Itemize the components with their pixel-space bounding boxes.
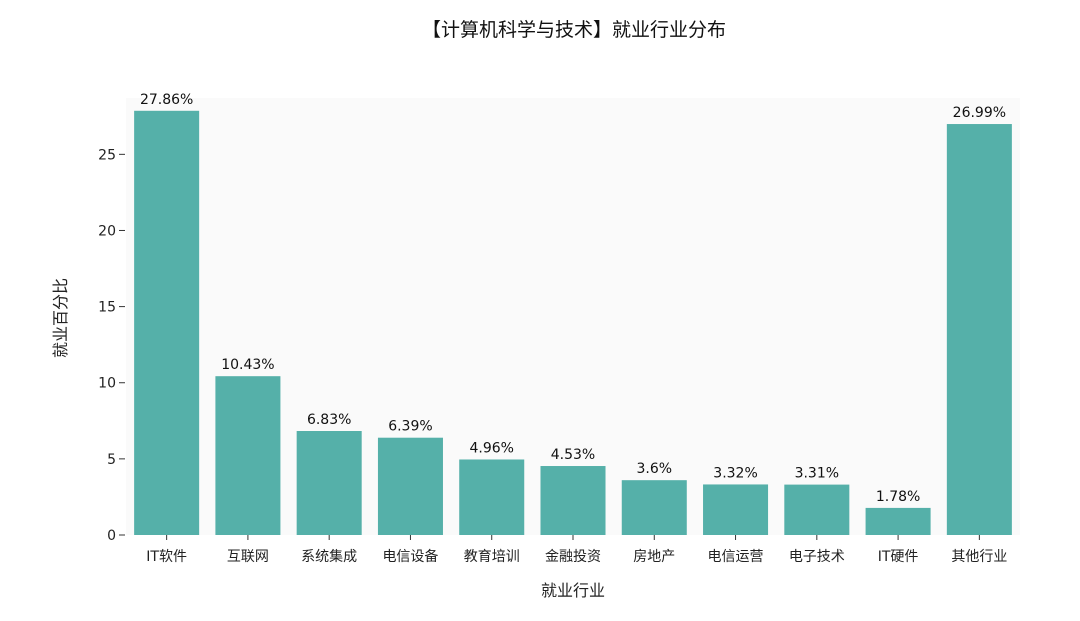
value-label-3: 6.39% <box>388 419 432 435</box>
x-tick-label-4: 教育培训 <box>464 549 520 565</box>
bars-group <box>134 110 1012 535</box>
bar-2 <box>296 431 362 535</box>
bar-9 <box>865 507 931 535</box>
bar-1 <box>215 376 281 535</box>
x-tick-label-5: 金融投资 <box>545 549 601 565</box>
bar-4 <box>459 459 525 535</box>
value-label-9: 1.78% <box>876 489 920 505</box>
x-tick-label-8: 电子技术 <box>789 549 845 565</box>
bar-6 <box>621 480 687 535</box>
x-axis: IT软件 互联网 系统集成 电信设备 教育培训 金融投资 房地产 电信运营 电子技术 IT硬件 其他… <box>146 535 1007 565</box>
y-tick-label-3: 15 <box>98 300 116 316</box>
bar-3 <box>377 437 443 535</box>
y-tick-label-4: 20 <box>98 223 116 239</box>
y-tick-label-0: 0 <box>107 528 116 544</box>
x-tick-label-6: 房地产 <box>633 549 675 565</box>
x-tick-label-1: 互联网 <box>227 549 269 565</box>
value-label-1: 10.43% <box>221 357 274 373</box>
value-label-10: 26.99% <box>953 105 1006 121</box>
y-axis: 0 5 10 15 20 25 <box>98 147 125 544</box>
y-tick-label-2: 10 <box>98 376 116 392</box>
x-tick-label-10: 其他行业 <box>951 549 1007 565</box>
x-tick-label-7: 电信运营 <box>708 549 764 565</box>
bar-7 <box>703 484 769 535</box>
bar-5 <box>540 466 606 535</box>
value-label-2: 6.83% <box>307 412 351 428</box>
value-label-4: 4.96% <box>469 440 513 456</box>
bar-8 <box>784 484 850 535</box>
chart-title: 【计算机科学与技术】就业行业分布 <box>422 19 726 41</box>
x-tick-label-2: 系统集成 <box>301 548 357 565</box>
x-tick-label-0: IT软件 <box>146 549 187 565</box>
value-labels-group: 27.86% 10.43% 6.83% 6.39% 4.96% 4.53% 3.6% 3.32… <box>140 92 1006 505</box>
value-label-6: 3.6% <box>636 461 672 477</box>
y-axis-title: 就业百分比 <box>51 278 70 358</box>
value-label-7: 3.32% <box>713 465 757 481</box>
bar-10 <box>946 124 1012 535</box>
value-label-8: 3.31% <box>795 466 839 482</box>
y-tick-label-1: 5 <box>107 452 116 468</box>
x-tick-label-9: IT硬件 <box>878 549 919 565</box>
x-tick-label-3: 电信设备 <box>382 548 438 565</box>
y-tick-label-5: 25 <box>98 147 116 163</box>
x-axis-title: 就业行业 <box>541 581 605 600</box>
value-label-5: 4.53% <box>551 447 595 463</box>
value-label-0: 27.86% <box>140 92 193 108</box>
bar-0 <box>134 110 200 535</box>
